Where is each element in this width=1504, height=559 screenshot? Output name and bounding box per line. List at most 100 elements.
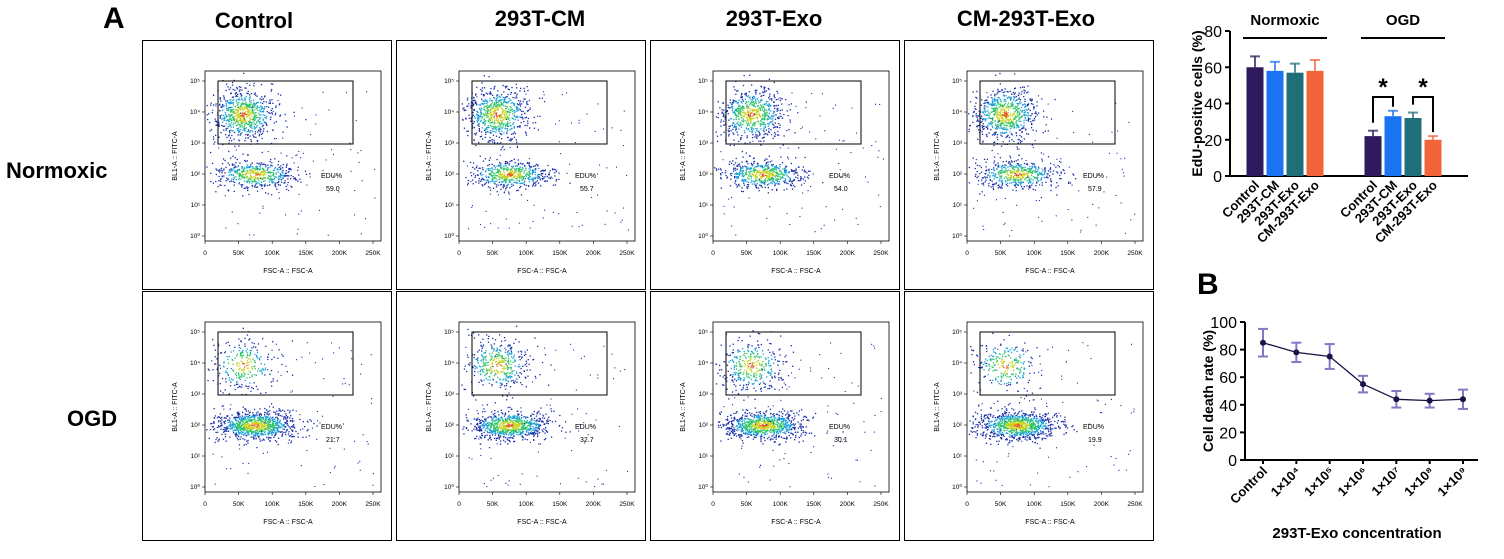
flow-event-dot <box>1001 120 1003 122</box>
flow-gate-label: EDU% <box>321 173 342 180</box>
flow-event-dot <box>1036 173 1039 175</box>
flow-event-dot <box>764 178 766 180</box>
flow-event-dot <box>501 123 504 125</box>
flow-event-dot <box>764 172 766 174</box>
flow-event-dot <box>271 113 273 115</box>
flow-event-dot <box>500 104 502 106</box>
flow-event-dot <box>289 168 292 170</box>
flow-x-tick-label: 150K <box>1060 250 1076 257</box>
flow-event-dot <box>249 119 251 121</box>
flow-event-dot <box>1023 168 1025 171</box>
flow-event-dot <box>769 182 772 184</box>
flow-event-dot <box>1035 185 1037 187</box>
flow-event-dot <box>761 118 764 121</box>
flow-event-dot <box>835 148 837 150</box>
flow-event-dot <box>489 189 492 191</box>
flow-event-dot <box>745 166 747 168</box>
flow-event-dot <box>505 128 507 130</box>
flow-event-dot <box>993 110 996 113</box>
flow-event-dot <box>485 210 487 212</box>
flow-event-dot <box>466 130 468 132</box>
flow-event-dot <box>253 136 255 138</box>
flow-event-dot <box>293 111 295 113</box>
flow-event-dot <box>755 93 757 95</box>
flow-event-dot <box>294 115 296 117</box>
flow-event-dot <box>493 165 495 167</box>
flow-event-dot <box>753 96 755 98</box>
flow-event-dot <box>492 128 494 130</box>
flow-event-dot <box>742 107 744 109</box>
flow-event-dot <box>516 178 518 180</box>
flow-event-dot <box>252 105 254 107</box>
flow-event-dot <box>726 176 729 178</box>
flow-event-dot <box>995 111 997 114</box>
flow-event-dot <box>506 131 508 133</box>
flow-event-dot <box>285 175 287 177</box>
flow-event-dot <box>1005 100 1007 102</box>
flow-event-dot <box>766 104 768 106</box>
flow-event-dot <box>566 172 568 174</box>
flow-event-dot <box>478 122 480 125</box>
flow-event-dot <box>759 184 761 186</box>
flow-event-dot <box>747 106 750 108</box>
flow-event-dot <box>537 182 540 184</box>
flow-event-dot <box>503 91 505 93</box>
flow-event-dot <box>993 169 996 171</box>
flow-event-dot <box>791 182 793 185</box>
flow-event-dot <box>552 211 554 213</box>
flow-event-dot <box>762 91 764 94</box>
flow-event-dot <box>474 102 477 105</box>
flow-event-dot <box>496 122 498 124</box>
flow-event-dot <box>742 84 745 87</box>
flow-event-dot <box>499 132 501 134</box>
flow-event-dot <box>764 126 766 128</box>
flow-event-dot <box>764 170 766 172</box>
flow-event-dot <box>230 93 232 95</box>
flow-event-dot <box>1007 122 1009 124</box>
flow-event-dot <box>747 113 750 115</box>
flow-event-dot <box>996 114 998 116</box>
flow-event-dot <box>762 106 765 109</box>
flow-event-dot <box>219 115 221 117</box>
flow-event-dot <box>1046 116 1048 118</box>
flow-event-dot <box>272 171 274 174</box>
flow-event-dot <box>516 87 518 89</box>
flow-event-dot <box>236 86 238 89</box>
flow-event-dot <box>258 135 261 137</box>
flow-event-dot <box>724 118 726 120</box>
flow-event-dot <box>496 94 499 96</box>
flow-event-dot <box>1026 112 1029 114</box>
flow-event-dot <box>750 128 753 130</box>
flow-event-dot <box>504 163 506 165</box>
flow-event-dot <box>271 182 273 184</box>
flow-event-dot <box>799 180 801 182</box>
flow-event-dot <box>1031 99 1033 101</box>
flow-event-dot <box>1014 87 1016 89</box>
flow-event-dot <box>481 178 484 180</box>
flow-event-dot <box>771 177 773 179</box>
flow-event-dot <box>982 118 984 120</box>
flow-event-dot <box>1012 122 1014 124</box>
flow-event-dot <box>761 170 763 172</box>
flow-event-dot <box>517 145 519 147</box>
flow-event-dot <box>524 131 527 133</box>
flow-event-dot <box>527 104 529 106</box>
flow-event-dot <box>541 97 543 99</box>
flow-event-dot <box>267 177 270 179</box>
flow-event-dot <box>531 166 533 168</box>
flow-event-dot <box>505 187 507 189</box>
flow-event-dot <box>474 101 476 104</box>
flow-event-dot <box>277 168 279 171</box>
flow-event-dot <box>1021 177 1023 180</box>
flow-event-dot <box>977 129 980 131</box>
flow-event-dot <box>1018 116 1021 118</box>
flow-event-dot <box>599 164 601 166</box>
flow-event-dot <box>552 169 554 171</box>
flow-event-dot <box>742 190 744 193</box>
flow-event-dot <box>241 166 243 168</box>
flow-event-dot <box>498 105 500 107</box>
flow-event-dot <box>735 117 737 119</box>
flow-event-dot <box>779 112 781 115</box>
flow-event-dot <box>254 181 256 183</box>
flow-event-dot <box>734 123 736 125</box>
